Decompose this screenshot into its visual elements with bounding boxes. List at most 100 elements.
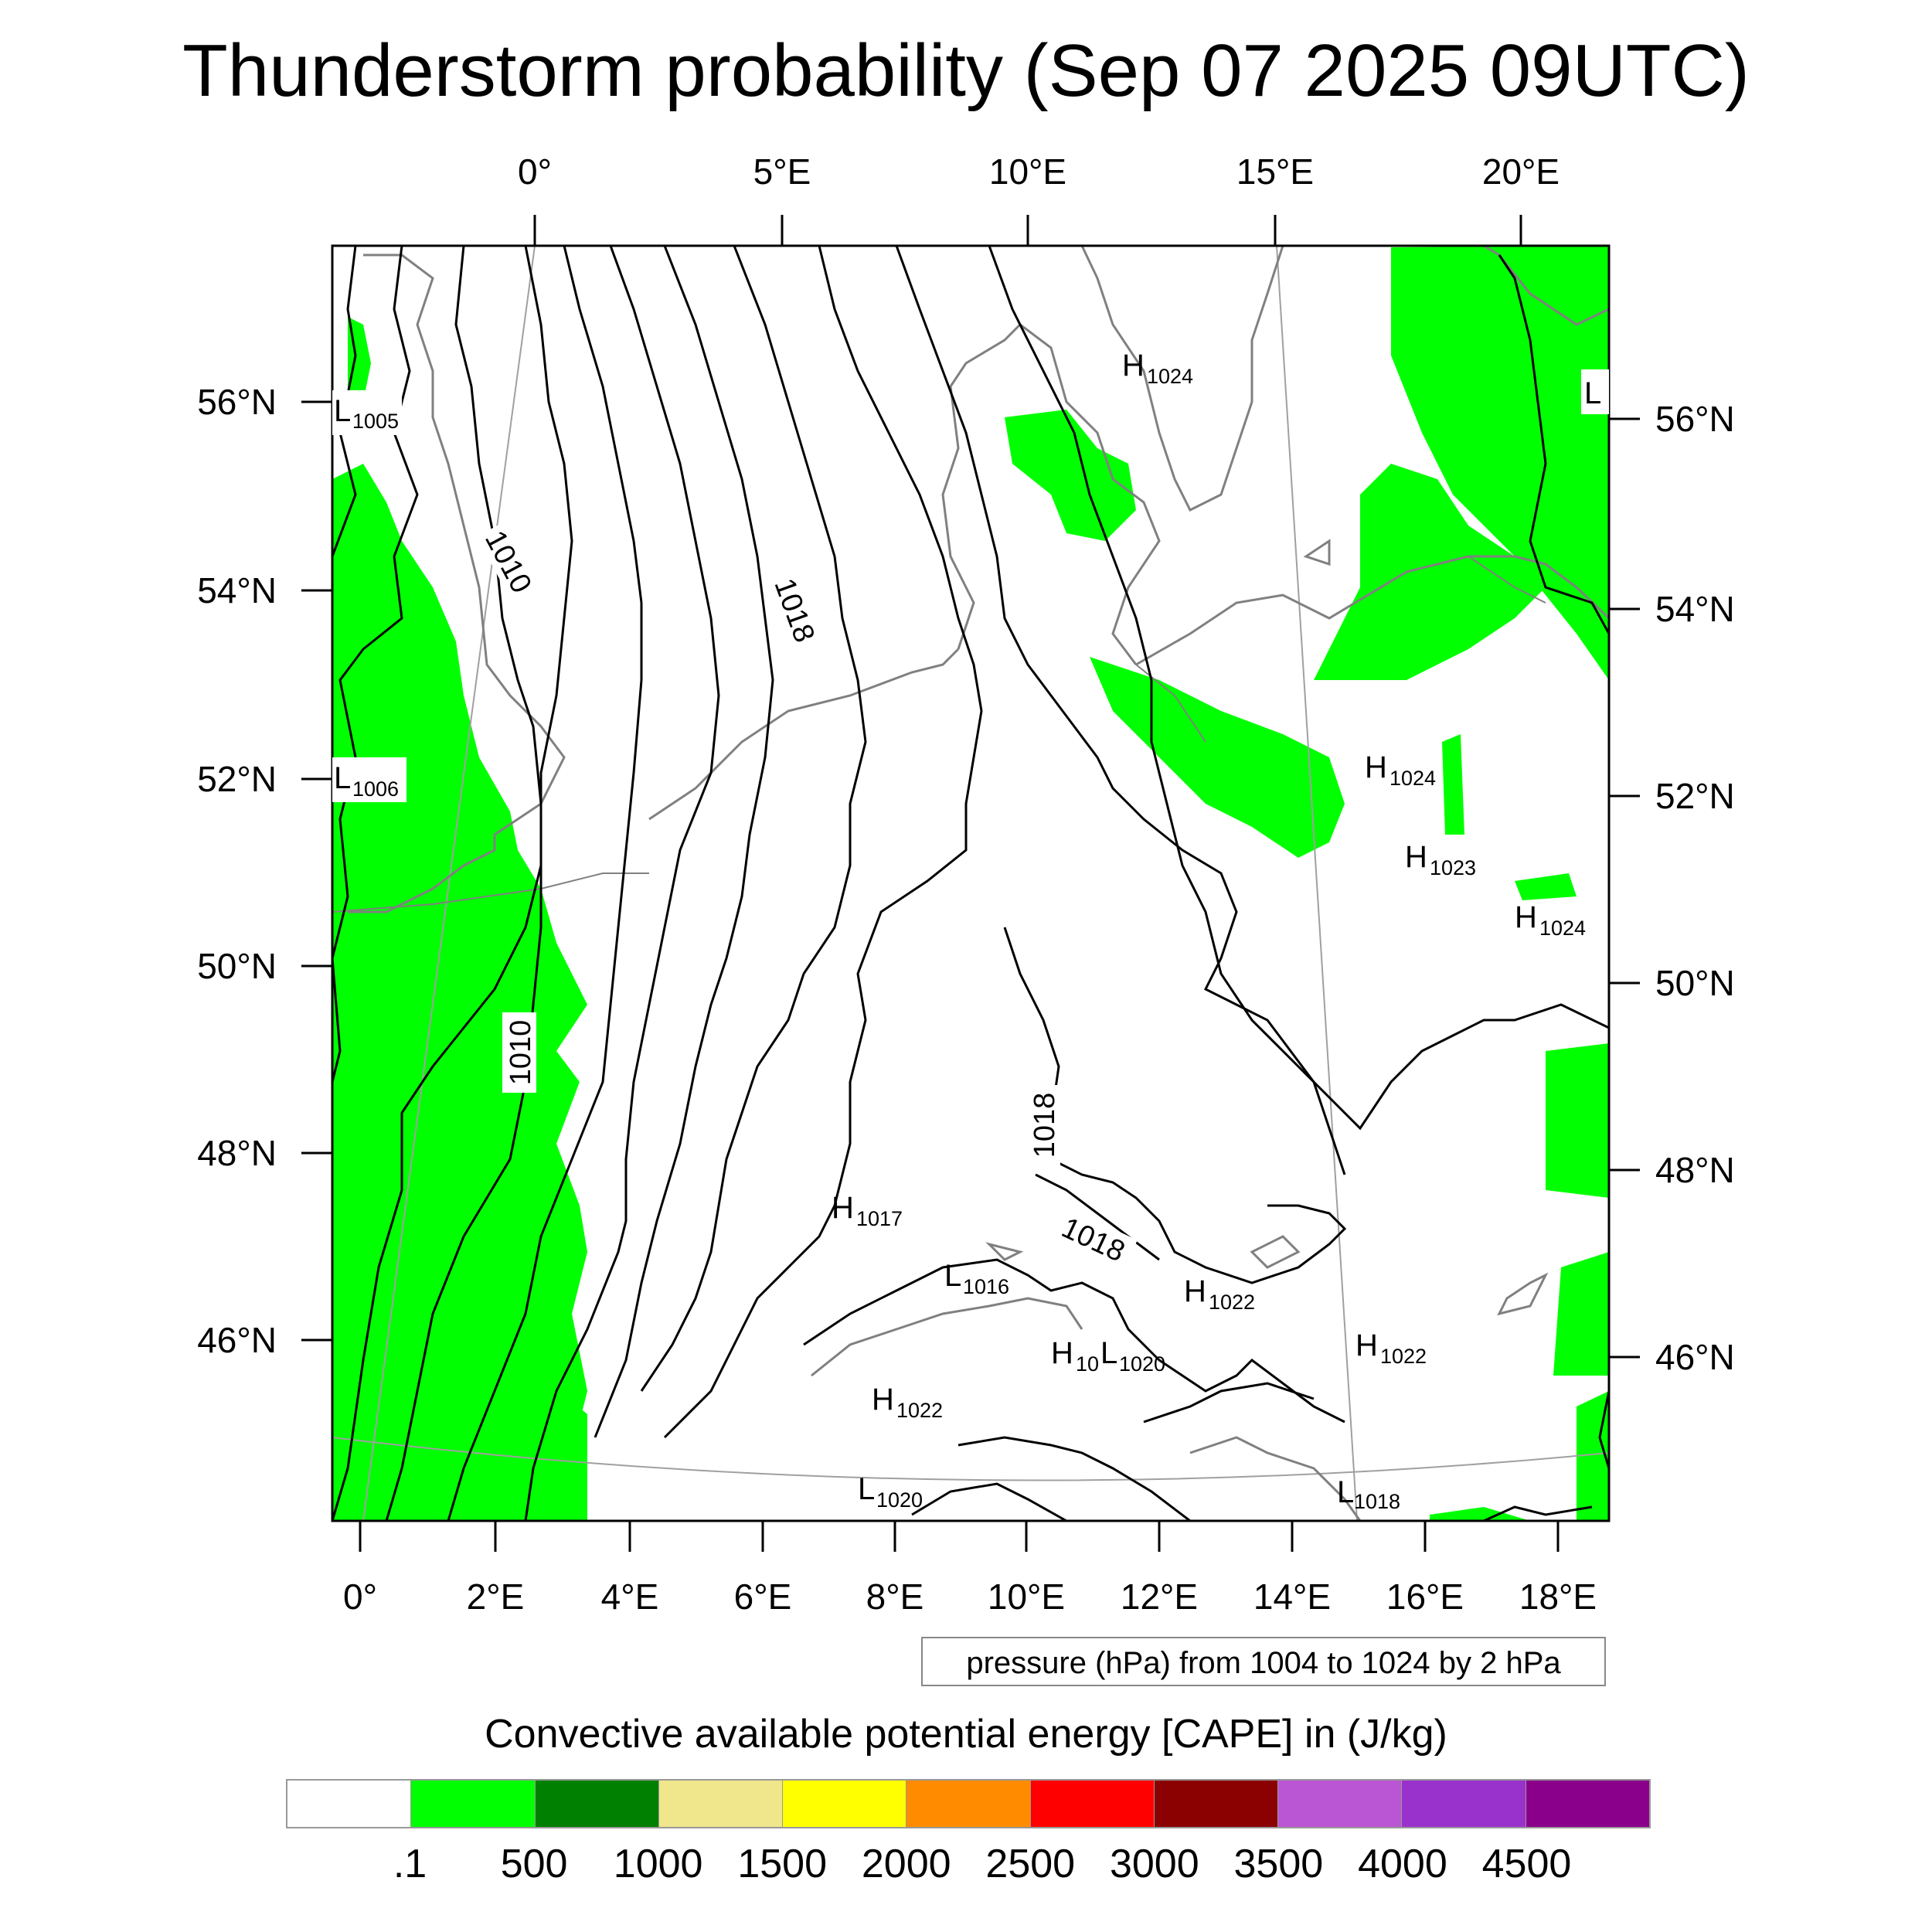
chart-title: Thunderstorm probability (Sep 07 2025 09… bbox=[182, 29, 1750, 112]
bottom-lon-label: 2°E bbox=[467, 1577, 525, 1617]
center-value: 1022 bbox=[896, 1399, 943, 1422]
left-lat-label: 50°N bbox=[197, 946, 277, 986]
cape-area-czech-small bbox=[1515, 873, 1577, 900]
pressure-center-low: L 1005 bbox=[332, 390, 402, 435]
coastlines bbox=[348, 246, 1609, 1521]
isobars bbox=[332, 246, 1609, 1521]
pressure-center-low: L 1020 bbox=[1100, 1336, 1165, 1376]
center-letter: H bbox=[1051, 1336, 1073, 1370]
colorbar-label: 2000 bbox=[861, 1842, 951, 1886]
colorbar-label: 1500 bbox=[737, 1842, 828, 1886]
top-longitude-labels: 0° 5°E 10°E 15°E 20°E bbox=[518, 151, 1560, 192]
colorbar-swatch bbox=[658, 1781, 784, 1827]
colorbar-label: 2500 bbox=[985, 1842, 1076, 1886]
colorbar-swatch bbox=[1526, 1781, 1649, 1827]
pressure-center-low: L bbox=[1581, 369, 1609, 414]
center-letter: L bbox=[334, 394, 351, 428]
pressure-center-high: H 1017 bbox=[832, 1191, 903, 1230]
pressure-center-high: H 1023 bbox=[1405, 840, 1476, 879]
map-frame bbox=[331, 244, 1611, 1522]
bottom-lon-label: 6°E bbox=[734, 1577, 792, 1617]
left-lat-label: 48°N bbox=[197, 1133, 277, 1173]
center-value: 1024 bbox=[1539, 917, 1586, 940]
center-letter: H bbox=[1515, 900, 1537, 934]
cape-area-poland-small bbox=[1442, 734, 1464, 835]
cape-colorbar bbox=[286, 1779, 1651, 1828]
cape-area-east-1 bbox=[1546, 1043, 1609, 1198]
pressure-center-high: H 1024 bbox=[1365, 750, 1436, 790]
isobar-label: 1010 bbox=[505, 1020, 537, 1086]
bottom-lon-label: 8°E bbox=[866, 1577, 924, 1617]
left-lat-label: 52°N bbox=[197, 759, 277, 799]
colorbar-label: 500 bbox=[500, 1842, 568, 1886]
left-latitude-labels: 56°N 54°N 52°N 50°N 48°N 46°N bbox=[197, 382, 277, 1360]
bottom-lon-label: 0° bbox=[343, 1577, 377, 1617]
isobar-labels: 1010 1010 1018 1018 1018 bbox=[477, 520, 1138, 1271]
center-value: 1018 bbox=[1354, 1490, 1400, 1513]
right-latitude-labels: 56°N 54°N 52°N 50°N 48°N 46°N bbox=[1655, 399, 1735, 1377]
center-value: 1016 bbox=[963, 1275, 1009, 1298]
graticule bbox=[332, 246, 1609, 1521]
bottom-lon-label: 18°E bbox=[1519, 1577, 1597, 1617]
bottom-lon-label: 16°E bbox=[1386, 1577, 1464, 1617]
cape-area-denmark bbox=[1005, 410, 1136, 541]
right-lat-label: 50°N bbox=[1655, 963, 1735, 1003]
cape-area-east-2 bbox=[1553, 1252, 1609, 1376]
isobar-label: 1018 bbox=[1029, 1093, 1061, 1158]
center-letter: L bbox=[1337, 1475, 1354, 1509]
legend-title: Convective available potential energy [C… bbox=[485, 1712, 1447, 1757]
pressure-center-high: H 1022 bbox=[1355, 1328, 1427, 1368]
colorbar-swatch bbox=[783, 1781, 907, 1827]
colorbar-swatch bbox=[906, 1781, 1031, 1827]
top-lon-label: 15°E bbox=[1236, 151, 1314, 192]
cape-area-poland bbox=[1314, 464, 1546, 680]
cape-area-west-south bbox=[464, 1314, 587, 1521]
center-letter: L bbox=[1584, 376, 1601, 410]
center-value: 1005 bbox=[352, 410, 399, 433]
colorbar-swatch bbox=[1030, 1781, 1155, 1827]
right-lat-label: 46°N bbox=[1655, 1337, 1735, 1377]
pressure-center-low: L 1020 bbox=[858, 1472, 923, 1512]
left-lat-label: 56°N bbox=[197, 382, 277, 422]
center-value: 1020 bbox=[876, 1488, 923, 1512]
center-value: 1006 bbox=[352, 777, 399, 801]
center-value: 1022 bbox=[1209, 1291, 1255, 1314]
colorbar-swatch bbox=[287, 1781, 412, 1827]
colorbar-label: 1000 bbox=[613, 1842, 703, 1886]
center-value: 1023 bbox=[1430, 856, 1476, 879]
pressure-center-high: H 1024 bbox=[1122, 349, 1193, 388]
colorbar-label: 4500 bbox=[1481, 1842, 1572, 1886]
center-letter: H bbox=[872, 1383, 894, 1417]
center-value: 1024 bbox=[1389, 767, 1436, 790]
colorbar-swatch bbox=[1402, 1781, 1526, 1827]
center-letter: H bbox=[832, 1191, 854, 1225]
right-lat-label: 48°N bbox=[1655, 1150, 1735, 1190]
center-value: 1020 bbox=[1119, 1352, 1165, 1376]
colorbar-swatch bbox=[535, 1781, 659, 1827]
center-value: 10 bbox=[1076, 1352, 1099, 1376]
colorbar-label: 3500 bbox=[1233, 1842, 1324, 1886]
pressure-center-high: H 10 bbox=[1051, 1336, 1099, 1376]
colorbar-swatch bbox=[411, 1781, 536, 1827]
cape-area-east-3 bbox=[1577, 1391, 1609, 1521]
cape-area-south-east bbox=[1430, 1507, 1530, 1521]
pressure-center-high: H 1022 bbox=[872, 1383, 943, 1422]
center-value: 1022 bbox=[1380, 1345, 1427, 1368]
right-lat-label: 54°N bbox=[1655, 589, 1735, 629]
bottom-longitude-labels: 0° 2°E 4°E 6°E 8°E 10°E 12°E 14°E 16°E 1… bbox=[343, 1577, 1597, 1617]
pressure-center-low: L 1006 bbox=[332, 757, 406, 802]
top-lon-label: 0° bbox=[518, 151, 552, 192]
left-lat-label: 46°N bbox=[197, 1320, 277, 1360]
bottom-lon-label: 12°E bbox=[1121, 1577, 1198, 1617]
colorbar-swatch bbox=[1278, 1781, 1403, 1827]
center-letter: H bbox=[1355, 1328, 1378, 1362]
center-letter: L bbox=[858, 1472, 875, 1506]
colorbar-label: 3000 bbox=[1109, 1842, 1199, 1886]
tick-marks bbox=[301, 215, 1640, 1552]
right-lat-label: 56°N bbox=[1655, 399, 1735, 439]
colorbar-label: .1 bbox=[393, 1842, 427, 1886]
center-value: 1017 bbox=[856, 1207, 903, 1230]
colorbar-swatch bbox=[1154, 1781, 1279, 1827]
cape-area-west bbox=[332, 464, 587, 1521]
cape-fill-areas bbox=[332, 246, 1609, 1521]
